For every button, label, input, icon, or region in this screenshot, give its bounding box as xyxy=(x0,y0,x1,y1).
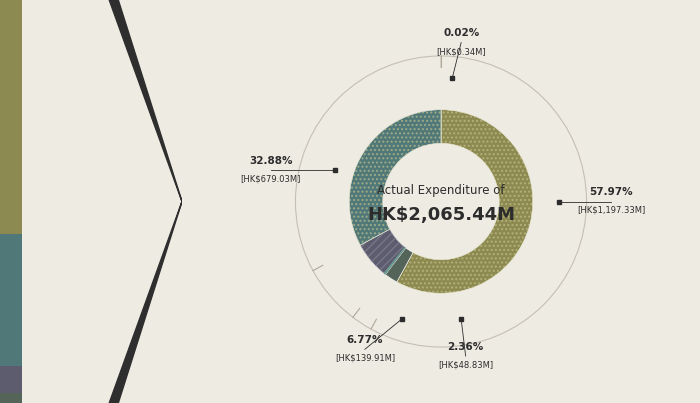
Bar xyxy=(0,366,22,393)
Text: [HK$679.03M]: [HK$679.03M] xyxy=(241,174,301,184)
Text: 2.36%: 2.36% xyxy=(447,341,484,351)
Text: [HK$1,197.33M]: [HK$1,197.33M] xyxy=(577,206,645,215)
Wedge shape xyxy=(384,247,406,274)
Text: [HK$139.91M]: [HK$139.91M] xyxy=(335,354,395,363)
Bar xyxy=(0,393,22,403)
Text: HK$2,065.44M: HK$2,065.44M xyxy=(367,206,515,224)
Polygon shape xyxy=(109,0,182,403)
Text: Actual Expenditure of: Actual Expenditure of xyxy=(377,184,505,197)
Text: [HK$48.83M]: [HK$48.83M] xyxy=(438,360,493,370)
Text: 57.97%: 57.97% xyxy=(589,187,633,197)
Bar xyxy=(0,0,22,234)
Wedge shape xyxy=(349,110,441,245)
Wedge shape xyxy=(386,248,413,282)
Text: 6.77%: 6.77% xyxy=(346,335,383,345)
Text: 32.88%: 32.88% xyxy=(249,156,293,166)
Bar xyxy=(0,234,22,366)
Wedge shape xyxy=(397,110,533,293)
Text: [HK$0.34M]: [HK$0.34M] xyxy=(436,47,486,56)
Text: 0.02%: 0.02% xyxy=(443,28,480,38)
Wedge shape xyxy=(360,229,406,274)
